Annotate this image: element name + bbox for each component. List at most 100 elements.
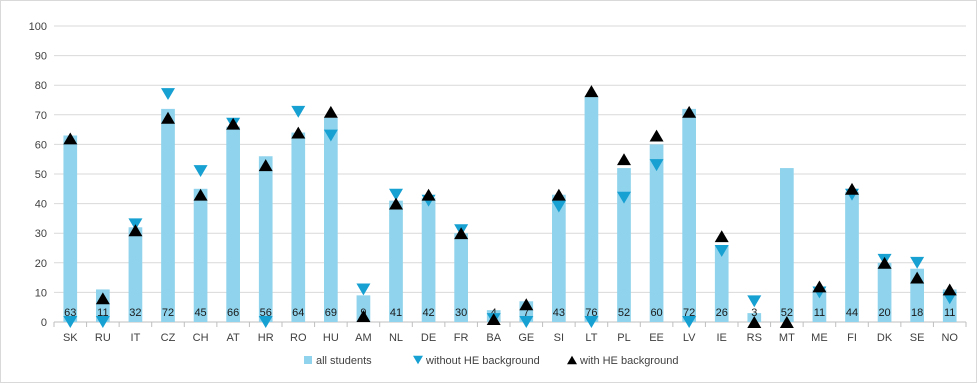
marker-without-he-HU [323,129,338,142]
marker-with-he-DE [421,188,436,201]
data-label-NL: 41 [390,307,402,319]
y-tick-label: 20 [35,258,47,270]
bar-AT [226,126,240,322]
data-label-AT: 66 [227,307,239,319]
data-label-LT: 76 [585,307,597,319]
marker-without-he-CH [193,165,208,177]
x-tick-label: BA [486,332,501,344]
marker-with-he-PL [617,153,631,166]
x-tick-label: LT [585,332,597,344]
marker-with-he-FR [454,227,469,240]
data-label-DK: 20 [878,307,890,319]
marker-with-he-GE [519,298,534,311]
x-tick-label: DE [421,332,436,344]
marker-without-he-GE [519,316,534,328]
x-tick-label: PL [617,332,630,344]
x-tick-label: MT [779,332,795,344]
marker-with-he-SK [63,132,78,145]
marker-with-he-SE [910,271,925,284]
x-tick-label: IE [717,332,727,344]
marker-with-he-NO [942,283,957,296]
legend-label-all-students: all students [316,355,372,367]
bar-HU [324,117,338,322]
data-label-IE: 26 [716,307,728,319]
bar-RU [96,289,110,322]
x-tick-label: DK [877,332,893,344]
data-label-RU: 11 [97,307,108,319]
x-tick-label: RO [290,332,307,344]
bar-EE [649,144,664,322]
data-label-EE: 60 [650,307,662,319]
x-tick-label: GE [518,332,534,344]
bar-SI [552,194,566,322]
bar-RO [291,132,306,322]
data-label-NO: 11 [944,307,955,319]
marker-without-he-CZ [161,88,175,101]
data-label-GE: 7 [523,307,529,319]
marker-without-he-HR [258,316,273,328]
x-tick-label: CZ [161,332,176,344]
x-tick-label: SK [63,332,78,344]
data-label-PL: 52 [618,307,630,319]
data-label-HU: 69 [325,307,337,319]
x-tick-label: HR [258,332,274,344]
marker-with-he-RU [95,292,110,305]
marker-with-he-AT [226,117,241,130]
marker-without-he-AM [356,283,371,296]
data-label-SK: 63 [64,307,76,319]
marker-without-he-RO [291,105,306,118]
marker-with-he-IT [128,224,143,237]
marker-with-he-CH [193,188,208,201]
marker-without-he-IE [714,245,729,257]
legend-swatch-with-he [567,355,577,365]
bar-CH [193,188,208,322]
marker-with-he-IE [714,230,729,243]
marker-without-he-LT [584,316,599,328]
y-tick-label: 100 [29,21,47,33]
bar-HR [258,156,273,322]
x-tick-label: FI [847,332,857,344]
marker-with-he-AM [356,310,371,323]
marker-with-he-EE [649,129,664,142]
data-label-HR: 56 [260,307,272,319]
marker-without-he-SI [551,200,566,213]
data-label-RO: 64 [292,307,304,319]
y-tick-label: 70 [35,110,47,122]
x-tick-label: AT [227,332,241,344]
y-tick-label: 50 [35,169,47,181]
x-tick-label: LV [683,332,696,344]
y-tick-label: 0 [41,317,47,329]
marker-without-he-NL [389,188,403,201]
marker-with-he-BA [486,313,501,325]
marker-without-he-SE [910,256,925,269]
bar-DK [877,262,892,322]
data-label-MT: 52 [781,307,793,319]
bar-LT [584,97,599,322]
x-tick-label: AM [355,332,372,344]
y-tick-label: 60 [35,139,47,151]
marker-with-he-FI [845,182,859,195]
x-tick-label: ME [811,332,828,344]
marker-without-he-LV [682,316,697,328]
marker-with-he-SI [551,188,566,201]
bar-FI [845,191,859,322]
legend-label-with-he: with HE background [579,355,678,367]
bar-FR [454,233,468,322]
x-tick-label: RU [95,332,111,344]
x-tick-label: HU [323,332,339,344]
legend-swatch-without-he [413,355,423,365]
marker-with-he-HR [258,159,273,172]
data-label-CZ: 72 [162,307,174,319]
data-label-BA: 4 [491,307,497,319]
marker-with-he-CZ [161,111,175,124]
data-label-LV: 72 [683,307,695,319]
x-tick-label: IT [131,332,141,344]
y-tick-label: 90 [35,51,47,63]
marker-with-he-ME [812,280,827,293]
y-tick-label: 10 [35,287,47,299]
data-label-RS: 3 [751,307,757,319]
bar-SK [63,135,78,322]
marker-without-he-EE [649,159,664,172]
marker-without-he-SK [63,316,78,328]
marker-with-he-LT [584,85,599,98]
